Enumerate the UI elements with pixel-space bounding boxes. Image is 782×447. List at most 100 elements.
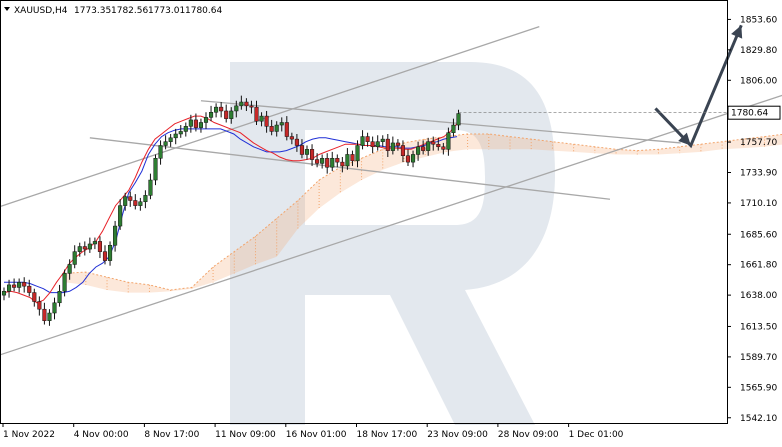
candle-body xyxy=(436,143,441,148)
candle-body xyxy=(421,146,426,151)
candle-body xyxy=(214,106,219,113)
candle-body xyxy=(163,141,168,146)
x-tick-label: 23 Nov 09:00 xyxy=(427,430,488,440)
candle-body xyxy=(133,200,138,206)
candle-body xyxy=(416,146,421,155)
y-tick-label: 1638.00 xyxy=(740,291,777,301)
candle-body xyxy=(138,201,143,206)
open-value: 1773.35 xyxy=(74,6,111,16)
candle-body xyxy=(219,106,224,112)
candle-body xyxy=(67,264,72,274)
y-tick-label: 1806.00 xyxy=(740,76,777,86)
channel-line-ascending-upper xyxy=(0,25,540,208)
candle-body xyxy=(446,132,451,150)
candle-body xyxy=(118,205,123,227)
candle-body xyxy=(92,241,97,245)
y-tick-label: 1613.50 xyxy=(740,322,777,332)
candle-body xyxy=(42,308,47,321)
candle-body xyxy=(350,154,355,162)
candle-body xyxy=(380,138,385,142)
candle-body xyxy=(12,284,17,288)
current-price-label: 1780.64 xyxy=(731,109,768,119)
candle-body xyxy=(294,138,299,146)
dropdown-triangle-icon[interactable] xyxy=(4,7,10,11)
x-tick-label: 8 Nov 17:00 xyxy=(144,430,199,440)
candle-body xyxy=(229,110,234,119)
x-tick-label: 1 Nov 2022 xyxy=(3,430,55,440)
candles xyxy=(1,95,461,326)
candle-body xyxy=(57,291,62,304)
candle-body xyxy=(77,246,82,252)
candle-body xyxy=(375,141,380,148)
plot-border xyxy=(0,0,728,424)
candle-body xyxy=(193,119,198,128)
x-tick-label: 18 Nov 17:00 xyxy=(357,430,418,440)
candle-body xyxy=(128,196,133,201)
candle-body xyxy=(148,179,153,196)
y-tick-label: 1542.10 xyxy=(740,414,777,424)
candle-body xyxy=(27,285,32,293)
candle-body xyxy=(108,244,113,261)
candle-body xyxy=(239,101,244,107)
x-tick-label: 4 Nov 00:00 xyxy=(74,430,129,440)
candle-body xyxy=(87,243,92,250)
candle-body xyxy=(123,196,128,206)
candle-body xyxy=(203,117,209,123)
candle-body xyxy=(173,133,178,139)
candle-body xyxy=(451,124,456,133)
candle-body xyxy=(224,110,229,119)
candle-body xyxy=(304,149,310,155)
candle-body xyxy=(441,146,446,150)
current-price-box xyxy=(727,105,781,120)
candle-body xyxy=(370,141,375,148)
x-tick-label: 1 Dec 01:00 xyxy=(569,430,624,440)
candle-body xyxy=(284,122,289,137)
candle-body xyxy=(22,282,27,287)
candle-body xyxy=(37,301,42,310)
candle-body xyxy=(158,145,163,159)
candle-body xyxy=(325,158,330,168)
candle-body xyxy=(330,158,335,168)
candle-body xyxy=(198,122,203,128)
low-value: 1773.01 xyxy=(148,6,185,16)
candle-body xyxy=(168,137,173,142)
y-tick-label: 1757.70 xyxy=(740,138,777,148)
candle-body xyxy=(345,154,350,167)
candle-body xyxy=(269,126,274,132)
candle-body xyxy=(259,115,264,122)
y-tick-label: 1853.60 xyxy=(740,15,777,25)
y-tick-label: 1829.80 xyxy=(740,46,777,56)
candle-body xyxy=(385,138,390,151)
candle-body xyxy=(209,112,214,118)
candle-body xyxy=(183,126,188,132)
candle-body xyxy=(102,251,108,261)
forecast-path xyxy=(654,24,743,149)
candle-body xyxy=(395,142,400,146)
candle-body xyxy=(274,124,279,132)
candle-body xyxy=(153,158,158,181)
x-tick-label: 11 Nov 09:00 xyxy=(215,430,276,440)
candle-body xyxy=(17,282,22,288)
current-price-marker: 1780.64 xyxy=(727,105,781,120)
candle-body xyxy=(400,145,405,156)
x-tick-label: 16 Nov 01:00 xyxy=(286,430,347,440)
candle-body xyxy=(188,119,193,127)
candle-body xyxy=(365,136,370,142)
candle-body xyxy=(456,113,461,126)
candle-body xyxy=(411,154,416,163)
candle-body xyxy=(315,159,320,164)
candle-body xyxy=(72,251,77,265)
price-axis: 1853.60 1829.80 1806.00 1757.70 1733.90 1710.… xyxy=(458,15,777,424)
candle-body xyxy=(310,149,315,160)
candle-body xyxy=(62,273,67,292)
candle-body xyxy=(244,101,249,107)
candle-body xyxy=(234,105,239,112)
high-value: 1782.56 xyxy=(111,6,148,16)
y-tick-label: 1710.10 xyxy=(740,199,777,209)
candle-body xyxy=(340,161,345,167)
y-tick-label: 1565.90 xyxy=(740,383,777,393)
candle-body xyxy=(178,131,183,135)
candle-body xyxy=(113,225,118,246)
